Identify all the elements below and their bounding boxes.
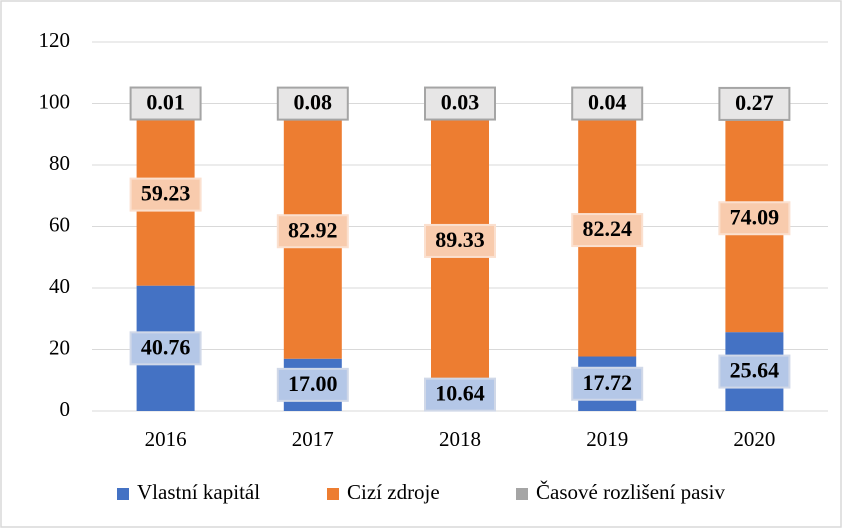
value-label-box xyxy=(718,201,791,236)
value-label-box xyxy=(571,366,644,401)
value-label: 10.64 xyxy=(435,381,485,406)
value-label: 89.33 xyxy=(435,227,485,252)
value-label-box xyxy=(424,377,496,412)
y-tick-label: 40 xyxy=(49,274,70,298)
value-label-box xyxy=(424,86,496,121)
value-label-box xyxy=(718,354,791,389)
value-label: 59.23 xyxy=(141,181,191,206)
y-tick-label: 80 xyxy=(49,151,70,175)
value-label: 25.64 xyxy=(730,358,780,383)
value-label-box xyxy=(424,223,496,258)
legend-swatch xyxy=(516,488,528,500)
value-label: 0.03 xyxy=(441,90,480,115)
value-label-box xyxy=(129,177,202,212)
legend-swatch xyxy=(327,488,339,500)
x-tick-label: 2019 xyxy=(586,427,628,451)
x-tick-label: 2020 xyxy=(733,427,775,451)
value-label-box xyxy=(129,86,202,121)
legend-label: Časové rozlišení pasiv xyxy=(536,480,725,504)
value-label: 17.00 xyxy=(288,371,338,396)
y-tick-label: 120 xyxy=(39,28,71,52)
legend-swatch xyxy=(117,488,129,500)
legend-label: Vlastní kapitál xyxy=(137,480,260,504)
y-tick-label: 60 xyxy=(49,212,70,236)
value-label-box xyxy=(129,331,202,366)
y-tick-label: 0 xyxy=(60,397,71,421)
x-tick-label: 2016 xyxy=(145,427,187,451)
value-label-box xyxy=(718,86,791,121)
value-label: 40.76 xyxy=(141,334,191,359)
value-label: 0.08 xyxy=(294,90,333,115)
value-label: 0.27 xyxy=(735,90,774,115)
value-label: 17.72 xyxy=(582,370,632,395)
x-tick-label: 2017 xyxy=(292,427,334,451)
value-label-box xyxy=(276,86,349,121)
value-label-box xyxy=(276,214,349,249)
y-tick-label: 20 xyxy=(49,335,70,359)
value-label-box xyxy=(276,367,349,402)
value-label: 74.09 xyxy=(730,204,780,229)
legend-label: Cizí zdroje xyxy=(347,480,440,504)
value-label: 0.04 xyxy=(588,90,627,115)
value-label: 82.92 xyxy=(288,217,338,242)
value-label-box xyxy=(571,213,644,248)
value-label-box xyxy=(571,86,644,121)
value-label: 82.24 xyxy=(582,216,632,241)
y-tick-label: 100 xyxy=(39,89,71,113)
value-label: 0.01 xyxy=(146,90,185,115)
x-tick-label: 2018 xyxy=(439,427,481,451)
